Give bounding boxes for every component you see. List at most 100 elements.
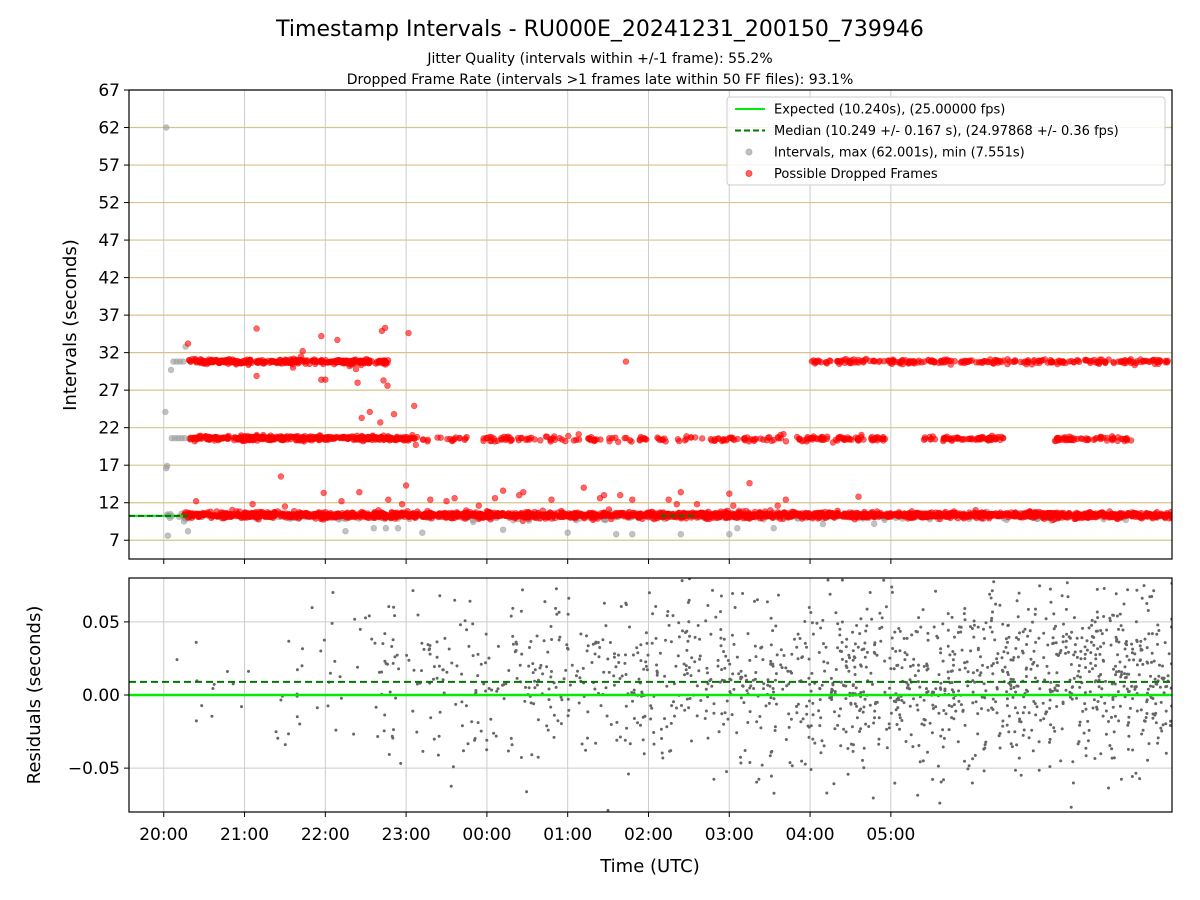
residual-point (1029, 657, 1033, 661)
residual-point (1037, 768, 1041, 772)
residual-point (639, 723, 642, 727)
residual-point (364, 616, 367, 620)
residual-point (766, 678, 770, 682)
dropped-frame-point (1009, 512, 1017, 519)
residual-point (963, 666, 967, 670)
residual-point (612, 674, 616, 678)
residual-point (673, 714, 676, 718)
dropped-frame-point (776, 512, 783, 520)
residual-point (762, 687, 765, 691)
dropped-frame-point (405, 329, 412, 337)
dropped-frame-point (600, 511, 608, 518)
residual-point (863, 697, 867, 701)
residual-point (1016, 655, 1020, 659)
legend-intervals-swatch (745, 148, 753, 156)
dropped-frame-point (366, 408, 373, 416)
residual-point (460, 672, 464, 676)
dropped-frame-point (782, 438, 790, 445)
residual-point (585, 634, 588, 638)
residual-point (711, 588, 714, 592)
residual-point (279, 698, 283, 702)
residual-point (511, 634, 515, 638)
residual-point (847, 653, 851, 657)
residual-point (745, 689, 749, 693)
residual-point (535, 634, 539, 638)
residual-point (474, 691, 478, 694)
residual-point (716, 664, 720, 668)
residual-point (1135, 588, 1139, 592)
residual-point (601, 638, 605, 642)
dropped-frame-point (277, 473, 285, 480)
residual-point (680, 579, 684, 583)
dropped-frame-point (966, 511, 973, 518)
residual-point (581, 666, 585, 670)
legend-entry-label: Intervals, max (62.001s), min (7.551s) (774, 146, 1025, 161)
residual-point (331, 591, 335, 594)
residual-point (1112, 730, 1116, 734)
residual-point (795, 645, 799, 649)
residual-point (1042, 631, 1046, 635)
residual-point (1156, 741, 1160, 745)
residual-point (826, 661, 830, 665)
dropped-frame-point (192, 434, 199, 441)
residual-point (356, 665, 359, 669)
residual-point (429, 716, 433, 720)
residual-point (1127, 658, 1131, 662)
residual-point (392, 605, 396, 609)
intervals-ytick-label: 67 (98, 81, 120, 101)
residual-point (661, 756, 665, 760)
residual-point (986, 708, 990, 712)
residual-point (660, 737, 664, 740)
residual-point (967, 764, 971, 768)
residual-point (1167, 652, 1171, 656)
dropped-frame-point (356, 489, 363, 496)
dropped-frame-point (250, 434, 258, 441)
dropped-frame-point (395, 513, 403, 520)
dropped-frame-point (746, 480, 753, 487)
dropped-frame-point (823, 433, 831, 440)
residual-point (878, 611, 882, 615)
residual-point (605, 714, 609, 718)
dropped-frame-point (328, 434, 336, 442)
residual-point (1021, 630, 1025, 634)
residual-point (579, 632, 583, 636)
dropped-frame-point (219, 357, 226, 364)
dropped-frame-point (824, 512, 831, 520)
residual-point (1006, 670, 1010, 674)
residual-point (772, 697, 776, 701)
residual-point (722, 650, 726, 653)
residual-point (432, 677, 435, 681)
residual-point (287, 732, 290, 736)
residual-point (1154, 721, 1158, 725)
residual-point (552, 713, 556, 717)
residual-point (1034, 640, 1038, 644)
residual-point (873, 716, 876, 720)
interval-point (870, 520, 878, 527)
residual-point (844, 645, 848, 649)
residual-point (1112, 613, 1115, 617)
residual-point (1116, 690, 1120, 694)
interval-point (164, 532, 172, 539)
residual-point (1117, 669, 1121, 673)
residual-point (722, 637, 726, 641)
residual-point (539, 663, 543, 667)
residual-point (986, 665, 990, 669)
residual-point (851, 749, 855, 753)
dropped-frame-point (347, 357, 354, 365)
residual-point (1102, 615, 1106, 618)
residual-point (958, 668, 962, 672)
dropped-frame-point (332, 357, 340, 365)
interval-point (342, 527, 349, 535)
residual-point (1004, 645, 1008, 649)
residual-point (432, 737, 436, 741)
dropped-frame-point (752, 513, 759, 521)
dropped-frame-point (1111, 511, 1119, 519)
residual-point (771, 629, 775, 633)
residual-point (1051, 636, 1055, 640)
dropped-frame-point (381, 511, 389, 519)
residual-point (1012, 686, 1016, 689)
residual-point (873, 709, 877, 713)
residual-point (555, 612, 559, 616)
residual-point (774, 624, 778, 628)
residual-point (1096, 647, 1100, 651)
